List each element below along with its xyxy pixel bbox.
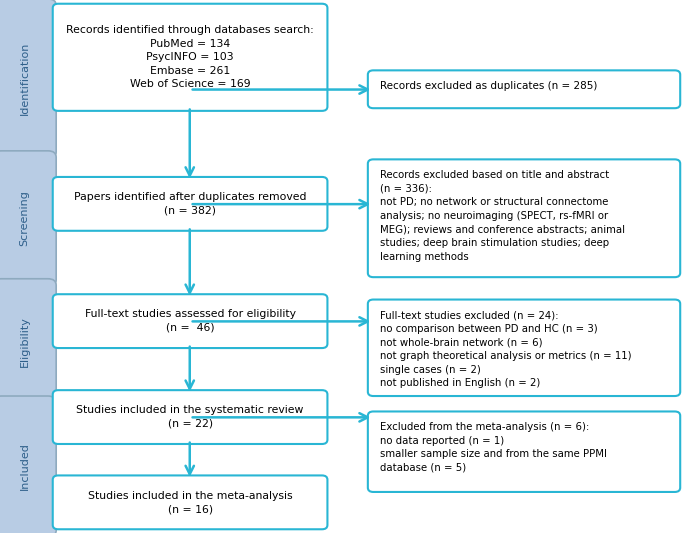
Text: Eligibility: Eligibility — [20, 316, 29, 367]
Text: Studies included in the systematic review
(n = 22): Studies included in the systematic revie… — [77, 405, 303, 429]
FancyBboxPatch shape — [0, 151, 56, 286]
Text: Full-text studies excluded (n = 24):
no comparison between PD and HC (n = 3)
not: Full-text studies excluded (n = 24): no … — [380, 310, 632, 388]
FancyBboxPatch shape — [0, 0, 56, 158]
FancyBboxPatch shape — [53, 475, 327, 529]
FancyBboxPatch shape — [368, 70, 680, 108]
FancyBboxPatch shape — [368, 159, 680, 277]
FancyBboxPatch shape — [368, 411, 680, 492]
Text: Identification: Identification — [20, 42, 29, 115]
Text: Studies included in the meta-analysis
(n = 16): Studies included in the meta-analysis (n… — [88, 490, 292, 514]
FancyBboxPatch shape — [0, 396, 56, 533]
FancyBboxPatch shape — [0, 279, 56, 403]
Text: Included: Included — [20, 442, 29, 490]
Text: Records excluded as duplicates (n = 285): Records excluded as duplicates (n = 285) — [380, 81, 597, 91]
Text: Screening: Screening — [20, 191, 29, 246]
FancyBboxPatch shape — [368, 300, 680, 396]
Text: Full-text studies assessed for eligibility
(n =  46): Full-text studies assessed for eligibili… — [84, 309, 296, 333]
Text: Excluded from the meta-analysis (n = 6):
no data reported (n = 1)
smaller sample: Excluded from the meta-analysis (n = 6):… — [380, 422, 607, 473]
Text: Papers identified after duplicates removed
(n = 382): Papers identified after duplicates remov… — [74, 192, 306, 216]
Text: Records excluded based on title and abstract
(n = 336):
not PD; no network or st: Records excluded based on title and abst… — [380, 170, 625, 262]
Text: Records identified through databases search:
PubMed = 134
PsycINFO = 103
Embase : Records identified through databases sea… — [66, 25, 314, 90]
FancyBboxPatch shape — [53, 177, 327, 231]
FancyBboxPatch shape — [53, 390, 327, 444]
FancyBboxPatch shape — [53, 4, 327, 111]
FancyBboxPatch shape — [53, 294, 327, 348]
